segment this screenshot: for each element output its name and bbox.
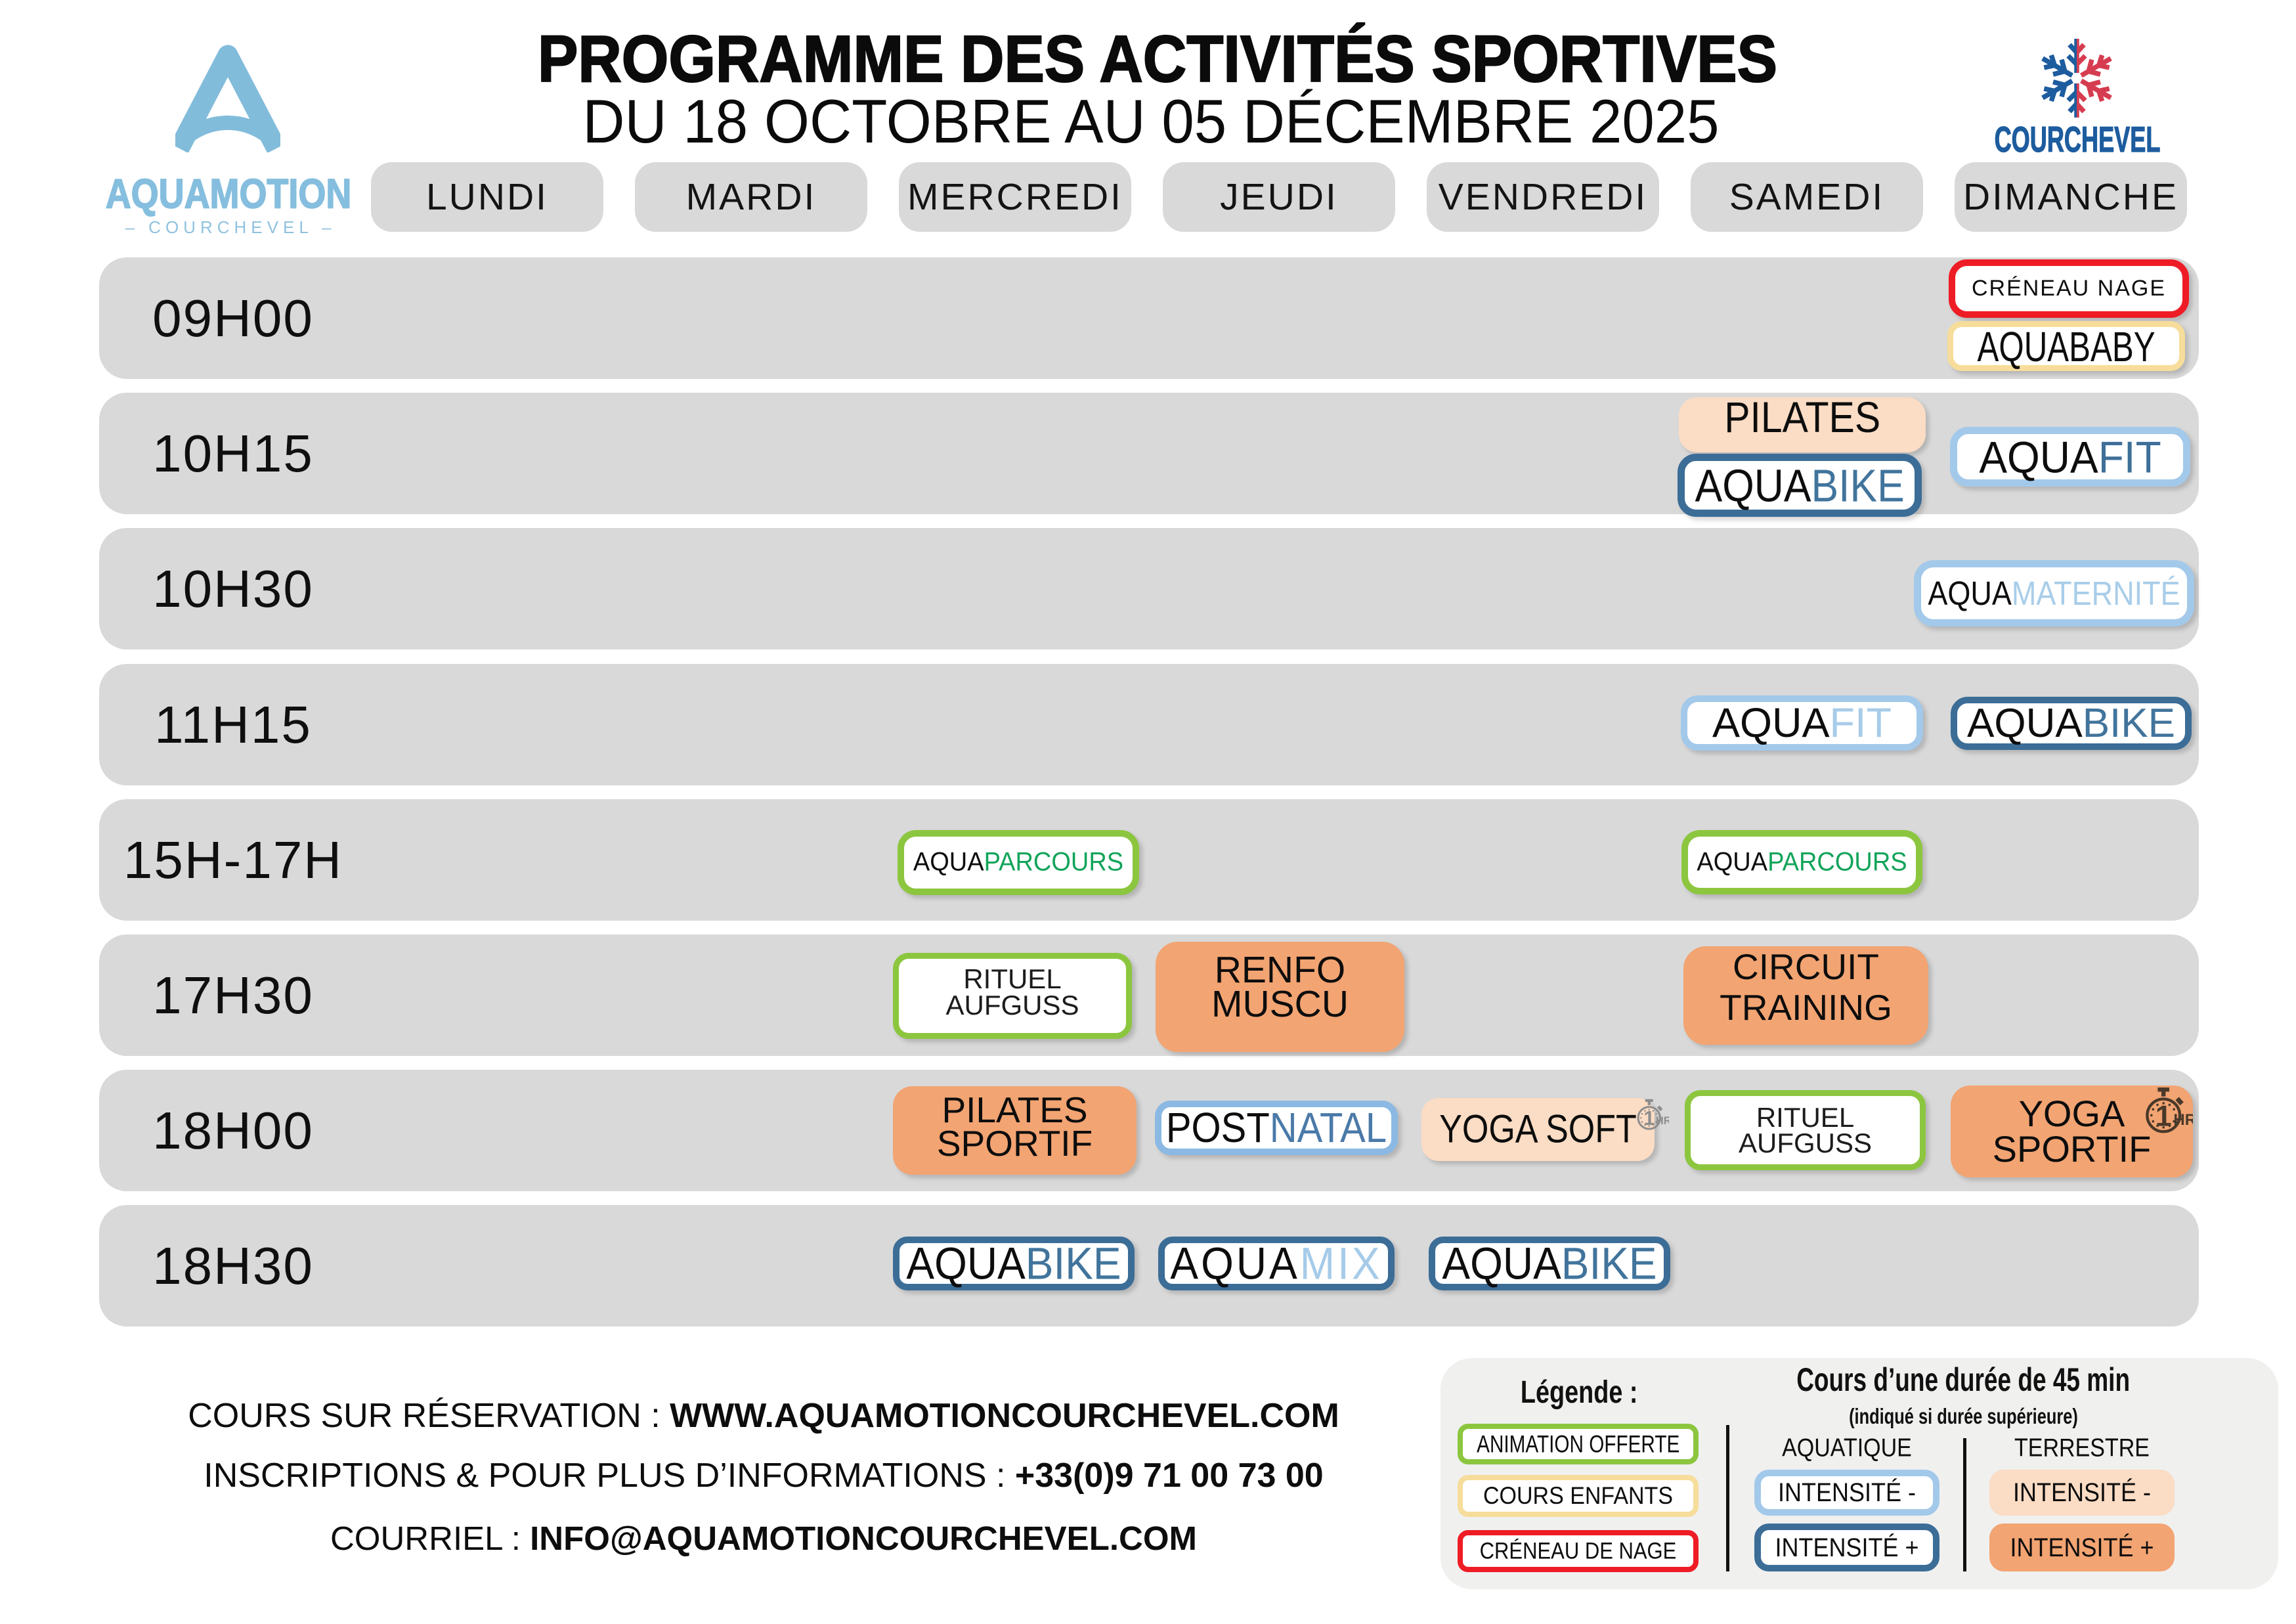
svg-text:HR: HR	[1656, 1115, 1669, 1127]
svg-text:1: 1	[2155, 1099, 2172, 1132]
svg-text:HR: HR	[2173, 1111, 2193, 1129]
svg-text:1: 1	[1643, 1108, 1655, 1130]
